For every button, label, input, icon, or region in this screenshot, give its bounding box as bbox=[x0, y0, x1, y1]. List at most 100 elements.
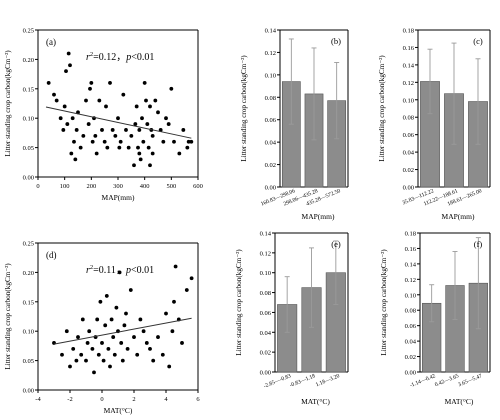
panel-d-data-point bbox=[160, 352, 165, 357]
panel-f-y-tick-label: 0.04 bbox=[405, 339, 417, 346]
panel-d-data-point bbox=[84, 358, 88, 363]
panel-a-y-tick-label: 0.15 bbox=[23, 86, 34, 93]
panel-d-data-point bbox=[156, 335, 160, 339]
panel-a-data-point bbox=[121, 92, 126, 97]
panel-a-data-point bbox=[54, 98, 59, 103]
panel-a-x-tick-label: 200 bbox=[86, 183, 96, 190]
panel-a-stat-annotation: r2=0.12，p<0.01 bbox=[86, 51, 154, 63]
panel-d-data-point bbox=[95, 317, 100, 322]
panel-f-y-tick-label: 0.00 bbox=[405, 370, 416, 377]
panel-d-y-tick-label: 0.05 bbox=[23, 358, 34, 365]
panel-a-data-point bbox=[146, 145, 151, 150]
panel-d-x-tick-label: -2 bbox=[67, 396, 72, 403]
panel-a-data-point bbox=[68, 63, 72, 68]
panel-f-y-tick-label: 0.06 bbox=[405, 323, 417, 330]
panel-a-y-tick-label: 0.00 bbox=[23, 175, 34, 182]
panel-a-data-point bbox=[65, 122, 70, 126]
panel-d-data-point bbox=[103, 323, 108, 328]
panel-d-data-point bbox=[144, 341, 149, 345]
panel-e-y-tick-label: 0.04 bbox=[260, 330, 272, 337]
panel-a-data-point bbox=[186, 139, 191, 144]
panel-d-data-point bbox=[120, 358, 125, 363]
panel-d-data-point bbox=[68, 364, 72, 369]
panel-c-y-tick-label: 0.18 bbox=[403, 28, 414, 35]
panel-a-data-point bbox=[64, 69, 68, 74]
panel-a-data-point bbox=[102, 139, 107, 144]
panel-d-y-tick-label: 0.20 bbox=[23, 270, 34, 277]
panel-a-data-point bbox=[164, 116, 168, 121]
panel-a-data-point bbox=[78, 145, 83, 150]
panel-f-y-tick-label: 0.14 bbox=[405, 261, 417, 268]
panel-a-data-point bbox=[166, 122, 171, 126]
panel-f-y-tick-label: 0.18 bbox=[405, 231, 416, 238]
panel-a-data-point bbox=[116, 116, 120, 121]
panel-d-data-point bbox=[124, 311, 128, 316]
panel-b-x-axis-label: MAP(mm) bbox=[302, 212, 335, 221]
panel-c-y-tick-label: 0.06 bbox=[403, 132, 415, 139]
panel-a-data-point bbox=[137, 151, 142, 156]
panel-d-data-point bbox=[100, 341, 104, 345]
panel-a-data-point bbox=[105, 145, 110, 150]
panel-a-data-point bbox=[148, 104, 152, 109]
panel-a-y-tick-label: 0.25 bbox=[23, 28, 34, 35]
panel-b-y-tick-label: 0.12 bbox=[265, 50, 276, 57]
panel-b-y-tick-label: 0.14 bbox=[265, 28, 277, 35]
panel-d-data-point bbox=[172, 299, 176, 304]
panel-d-y-tick-label: 0.25 bbox=[23, 241, 34, 248]
panel-d-data-point bbox=[167, 364, 172, 369]
panel-a-data-point bbox=[113, 133, 118, 138]
panel-d-data-point bbox=[79, 352, 84, 357]
panel-a-data-point bbox=[118, 139, 123, 144]
panel-c-y-axis-label: Litter standing crop carbon(kgCm⁻²) bbox=[378, 55, 386, 162]
panel-d-data-point bbox=[189, 276, 194, 281]
panel-d-data-point bbox=[104, 294, 109, 298]
panel-d-x-tick-label: -4 bbox=[35, 396, 41, 403]
panel-f-panel-label: (f) bbox=[474, 239, 483, 249]
panel-a-data-point bbox=[148, 163, 152, 168]
panel-d-data-point bbox=[135, 352, 140, 357]
panel-a-y-tick-label: 0.20 bbox=[23, 57, 34, 64]
panel-a-data-point bbox=[72, 139, 76, 144]
panel-d-data-point bbox=[141, 329, 146, 334]
panel-a-data-point bbox=[140, 116, 144, 121]
panel-d-data-point bbox=[111, 335, 116, 339]
panel-c-x-axis-label: MAP(mm) bbox=[442, 212, 475, 221]
panel-e-y-tick-label: 0.06 bbox=[260, 310, 272, 317]
panel-d-data-point bbox=[60, 352, 64, 357]
panel-a-y-axis-label: Litter standing crop carbon(kgCm⁻²) bbox=[4, 50, 12, 157]
panel-e-y-tick-label: 0.10 bbox=[260, 270, 271, 277]
panel-a-data-point bbox=[129, 133, 134, 138]
panel-d-data-point bbox=[148, 346, 152, 351]
panel-a-x-tick-label: 100 bbox=[60, 183, 70, 190]
panel-d-data-point bbox=[170, 329, 175, 334]
panel-a-data-point bbox=[124, 128, 128, 132]
panel-a-data-point bbox=[126, 145, 131, 150]
panel-f-x-axis-label: MAT(°C) bbox=[445, 397, 474, 406]
panel-a-data-point bbox=[145, 122, 150, 126]
panel-b-y-tick-label: 0.02 bbox=[265, 162, 276, 169]
panel-a-data-point bbox=[100, 128, 104, 132]
panel-d-data-point bbox=[112, 352, 117, 357]
panel-d-data-point bbox=[138, 317, 143, 322]
panel-a-data-point bbox=[132, 163, 136, 168]
panel-b-y-tick-label: 0.04 bbox=[265, 140, 277, 147]
panel-a-y-tick-label: 0.10 bbox=[23, 116, 34, 123]
panel-d-data-point bbox=[164, 311, 168, 316]
panel-a-data-point bbox=[74, 128, 79, 132]
panel-d-data-point bbox=[109, 317, 114, 322]
panel-d-y-tick-label: 0.15 bbox=[23, 299, 34, 306]
panel-d-data-point bbox=[71, 346, 76, 351]
panel-e-y-tick-label: 0.08 bbox=[260, 290, 271, 297]
panel-e-y-tick-label: 0.14 bbox=[260, 231, 272, 238]
panel-a-regression-line bbox=[45, 106, 192, 139]
panel-e-category-label: -0.83—1.18 bbox=[289, 373, 317, 389]
panel-a-y-tick-label: 0.05 bbox=[23, 145, 34, 152]
panel-f-category-label: 0.42—3.65 bbox=[434, 373, 460, 388]
panel-e-category-label: 1.18—3.20 bbox=[315, 373, 341, 388]
panel-d-x-tick-label: 4 bbox=[164, 396, 168, 403]
panel-a-data-point bbox=[52, 92, 56, 97]
panel-d-data-point bbox=[184, 288, 189, 292]
panel-a-x-tick-label: 300 bbox=[113, 183, 123, 190]
panel-d-data-point bbox=[151, 358, 156, 363]
panel-a-data-point bbox=[189, 139, 194, 144]
